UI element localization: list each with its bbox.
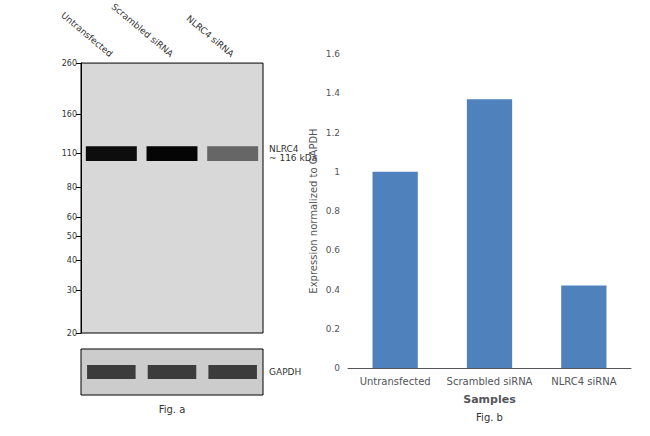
svg-text:0.4: 0.4 [326,285,341,295]
svg-text:Fig. b: Fig. b [476,412,503,423]
svg-text:0.2: 0.2 [326,324,340,334]
svg-text:Samples: Samples [463,393,516,406]
svg-text:40: 40 [67,256,77,265]
svg-text:30: 30 [67,286,77,295]
svg-text:1.6: 1.6 [326,49,341,59]
svg-text:Untransfected: Untransfected [59,10,114,59]
svg-text:~ 116 kDa: ~ 116 kDa [269,153,318,164]
svg-text:NLRC4: NLRC4 [269,144,299,155]
svg-text:Fig. a: Fig. a [159,404,186,415]
svg-text:NLRC4 siRNA: NLRC4 siRNA [184,13,236,59]
svg-text:0.8: 0.8 [326,206,341,216]
svg-text:Expression normalized to GAPDH: Expression normalized to GAPDH [308,128,319,293]
svg-text:20: 20 [67,329,77,338]
svg-text:110: 110 [62,149,77,158]
svg-text:50: 50 [67,232,77,241]
svg-text:80: 80 [67,183,77,192]
svg-text:1.4: 1.4 [326,88,341,98]
svg-text:260: 260 [62,59,77,68]
svg-text:60: 60 [67,213,77,222]
svg-text:GAPDH: GAPDH [269,367,301,377]
svg-text:Scrambled siRNA: Scrambled siRNA [110,2,176,60]
svg-text:160: 160 [62,110,77,119]
svg-text:0.6: 0.6 [326,245,341,255]
svg-text:1: 1 [334,167,340,177]
svg-text:Scrambled siRNA: Scrambled siRNA [447,376,533,387]
svg-text:0: 0 [334,363,340,373]
svg-text:NLRC4 siRNA: NLRC4 siRNA [551,376,616,387]
svg-text:Untransfected: Untransfected [360,376,431,387]
svg-text:1.2: 1.2 [326,128,340,138]
